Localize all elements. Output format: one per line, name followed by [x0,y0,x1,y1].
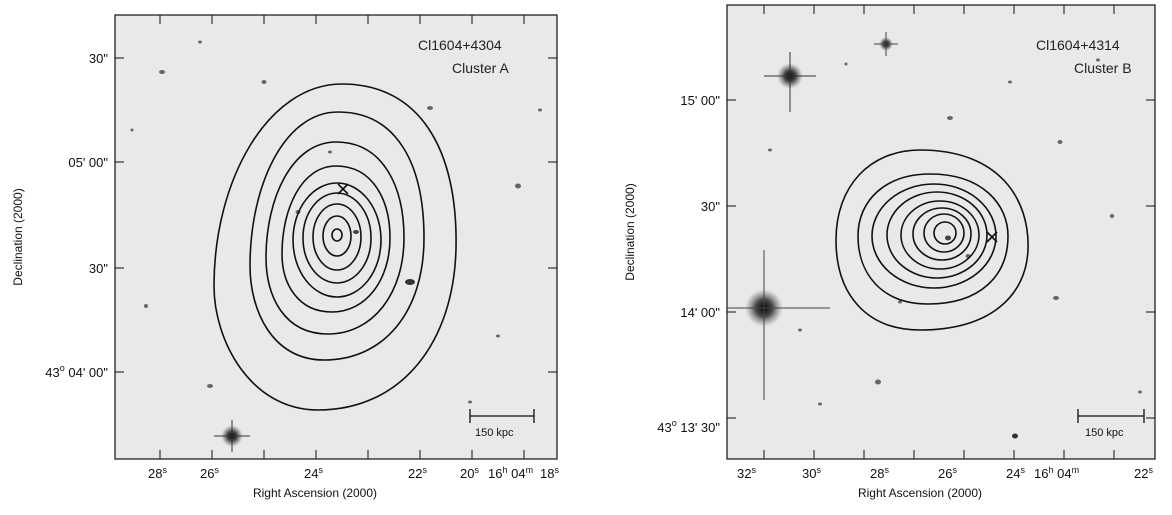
panel-b-ytick-arcmin: 13' 30" [677,420,721,435]
panel-b-title-line2: Cluster B [1074,60,1132,76]
panel-a-xtick-label: 22s [408,465,427,481]
contour-level [281,165,391,313]
panel-a-contours [213,83,457,411]
panel-b-xtick-label: 28s [870,465,889,481]
panel-b-ytick-label: 43o 13' 30" [657,418,720,435]
contour-level [923,213,965,253]
panel-a-ytick-degree-sign: o [60,363,65,373]
panel-b-ytick-degrees: 43 [657,420,671,435]
panel-a-title-line1: Cl1604+4304 [418,37,502,53]
panel-a-image-frame [114,14,558,460]
panel-b-scalebar-label: 150 kpc [1085,427,1124,439]
panel-a-xtick-label: 26s [200,465,219,481]
panel-a-xtick-label: 16h 04m [488,465,533,481]
contour-level [912,207,972,261]
panel-a-xtick-label: 18s [540,465,559,481]
panel-b-bright-star [727,250,830,400]
panel-a-ticks [115,15,557,459]
panel-b-xtick-label: 22s [1134,465,1153,481]
panel-a-xtick-label: 24s [304,465,323,481]
panel-a-bright-star [214,420,250,452]
panel-b-scalebar [1077,409,1145,423]
panel-a-xlabel: Right Ascension (2000) [253,486,377,500]
contour-level [265,141,405,335]
panel-a-ytick-label: 30" [89,261,108,276]
contour-level [886,191,988,279]
contour-level [900,200,980,270]
panel-b-xtick-label: 24s [1006,465,1025,481]
panel-a-scalebar-label: 150 kpc [475,427,514,439]
panel-a-ytick-label: 05' 00" [68,155,108,170]
contour-level [331,228,343,242]
contour-level [933,221,957,245]
contour-level [322,215,352,257]
panel-a-title-line2: Cluster A [452,60,509,76]
panel-b-ticks [727,5,1155,459]
panel-b-bright-star [764,52,816,112]
panel-b-xtick-label: 26s [938,465,957,481]
panel-b-title-line1: Cl1604+4314 [1036,37,1120,53]
panel-b-ylabel: Declination (2000) [623,183,637,280]
panel-b-xlabel: Right Ascension (2000) [858,486,982,500]
panel-a-ytick-label: 30" [89,51,108,66]
contour-level [213,83,457,411]
panel-a-xtick-label: 28s [148,465,167,481]
panel-cluster-a: Cl1604+4304 Cluster A 150 kpc 30" 05' 00… [11,14,559,500]
panel-b-xtick-label: 32s [737,465,756,481]
panel-a-ytick-arcmin: 04' 00" [65,365,109,380]
contour-level [857,173,1009,305]
panel-b-bright-star [874,32,898,56]
panel-a-ylabel: Declination (2000) [11,188,25,285]
panel-b-ytick-label: 15' 00" [680,93,720,108]
panel-a-ytick-label: 43o 04' 00" [45,363,108,380]
panel-b-xtick-label: 30s [802,465,821,481]
panel-b-x-marker [986,231,998,243]
panel-b-ytick-degree-sign: o [672,418,677,428]
contour-level [249,111,425,361]
contour-level [292,182,382,298]
panel-a-x-marker [337,183,349,195]
contour-level [302,192,372,284]
panel-a-ytick-degrees: 43 [45,365,59,380]
panel-b-ytick-label: 30" [701,199,720,214]
contour-level [312,203,362,271]
panel-b-ytick-label: 14' 00" [680,305,720,320]
panel-b-contours [835,149,1029,331]
panel-a-xtick-label: 20s [460,465,479,481]
panel-b-xtick-label: 16h 04m [1034,465,1079,481]
panel-a-scalebar [469,409,535,423]
contour-level [871,183,997,289]
panel-cluster-b: Cl1604+4314 Cluster B 150 kpc 15' 00" 30… [623,4,1156,500]
contour-level [835,149,1029,331]
panel-b-galaxies [768,58,1142,439]
